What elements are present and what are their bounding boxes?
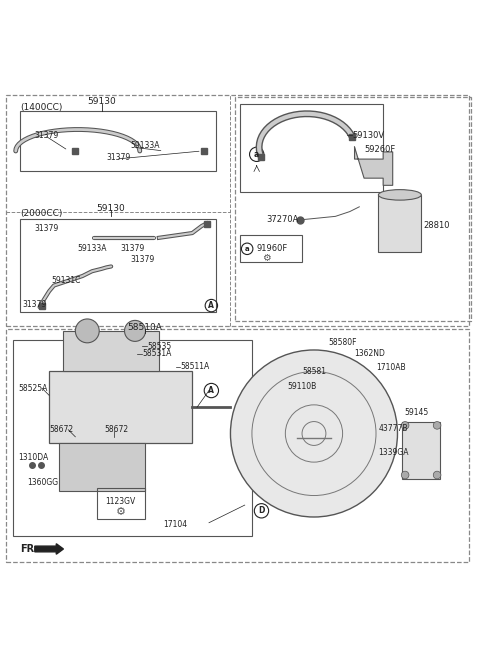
Text: 59133A: 59133A [78, 244, 107, 253]
Text: 59110B: 59110B [288, 382, 317, 391]
Text: 31379: 31379 [35, 131, 59, 140]
Bar [63, 331, 159, 371]
Text: 1339GA: 1339GA [378, 448, 409, 457]
FancyArrow shape [35, 544, 63, 555]
Text: ⚙: ⚙ [262, 253, 271, 263]
Text: 43777B: 43777B [378, 424, 408, 433]
Text: 59145: 59145 [405, 407, 429, 417]
Text: 1360GG: 1360GG [28, 478, 59, 487]
Text: A: A [208, 301, 214, 310]
Circle shape [230, 350, 397, 517]
Bar [21, 112, 216, 171]
Text: 58672: 58672 [49, 425, 73, 434]
Polygon shape [355, 147, 393, 185]
Text: D: D [258, 507, 264, 515]
Text: 59260F: 59260F [364, 145, 396, 154]
Bar [49, 371, 192, 443]
Text: 58581: 58581 [302, 367, 326, 376]
Bar [235, 97, 471, 321]
Bar [402, 422, 441, 479]
Text: 58525A: 58525A [18, 384, 48, 393]
Text: 59131C: 59131C [51, 277, 81, 285]
Bar [240, 104, 383, 193]
Text: 58510A: 58510A [127, 323, 162, 332]
Text: 28810: 28810 [424, 221, 450, 231]
Text: 1123GV: 1123GV [106, 497, 136, 506]
Text: A: A [208, 386, 214, 395]
Text: 1710AB: 1710AB [376, 363, 406, 372]
Text: 59130V: 59130V [352, 131, 384, 140]
Text: 17104: 17104 [164, 520, 188, 529]
Text: (2000CC): (2000CC) [21, 208, 63, 217]
Text: 31379: 31379 [120, 244, 145, 253]
Circle shape [433, 422, 441, 429]
Ellipse shape [378, 190, 421, 200]
Text: 1310DA: 1310DA [18, 453, 48, 462]
Bar [6, 328, 469, 562]
Bar [6, 95, 469, 326]
Bar [13, 340, 252, 536]
Circle shape [401, 422, 409, 429]
Text: 58672: 58672 [104, 425, 128, 434]
Text: 91960F: 91960F [257, 244, 288, 254]
Text: (1400CC): (1400CC) [21, 103, 63, 112]
Text: 59130: 59130 [87, 97, 116, 106]
Text: 59133A: 59133A [130, 141, 160, 150]
Text: a: a [245, 246, 250, 252]
Circle shape [75, 319, 99, 343]
Bar [378, 195, 421, 252]
Bar [240, 235, 302, 261]
Text: 58511A: 58511A [180, 362, 210, 371]
Text: a: a [254, 150, 259, 159]
Text: 31379: 31379 [130, 255, 155, 264]
Circle shape [401, 471, 409, 479]
Text: 31379: 31379 [23, 300, 47, 309]
Text: 59130: 59130 [97, 204, 126, 213]
Circle shape [124, 321, 145, 342]
Text: 58535: 58535 [147, 342, 171, 351]
Text: ⚙: ⚙ [116, 507, 126, 517]
Bar [97, 488, 144, 520]
Text: 31379: 31379 [35, 224, 59, 233]
Text: FR.: FR. [21, 544, 38, 554]
Text: 1362ND: 1362ND [355, 350, 385, 358]
Bar [59, 443, 144, 491]
Text: 37270A: 37270A [266, 215, 299, 224]
Text: 58580F: 58580F [328, 338, 357, 348]
Text: 58531A: 58531A [142, 350, 171, 358]
Bar [21, 219, 216, 312]
Circle shape [433, 471, 441, 479]
Text: 31379: 31379 [107, 153, 131, 162]
